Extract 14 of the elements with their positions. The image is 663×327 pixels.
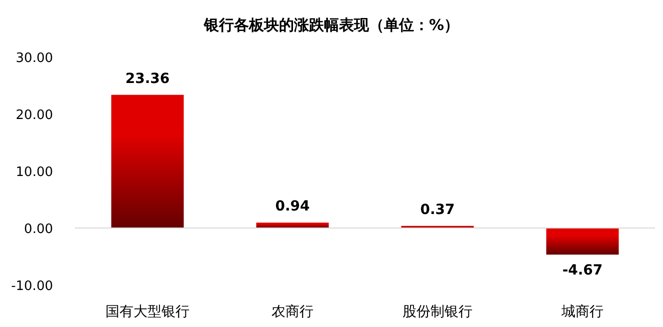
y-tick-label: 20.00 bbox=[16, 108, 53, 123]
data-label: 23.36 bbox=[125, 70, 170, 87]
data-label: 0.37 bbox=[420, 202, 455, 218]
x-tick-label: 城商行 bbox=[560, 304, 604, 320]
data-label: 0.94 bbox=[275, 198, 310, 215]
x-tick-label: 国有大型银行 bbox=[106, 304, 190, 320]
y-tick-label: -10.00 bbox=[11, 279, 53, 294]
chart-title: 银行各板块的涨跌幅表现（单位：%） bbox=[202, 16, 460, 34]
x-tick-label: 农商行 bbox=[272, 304, 314, 320]
x-tick-label: 股份制银行 bbox=[402, 304, 472, 320]
y-tick-label: 0.00 bbox=[24, 222, 53, 237]
data-label: -4.67 bbox=[562, 262, 603, 279]
y-tick-label: 10.00 bbox=[16, 165, 53, 180]
y-tick-label: 30.00 bbox=[16, 51, 53, 66]
